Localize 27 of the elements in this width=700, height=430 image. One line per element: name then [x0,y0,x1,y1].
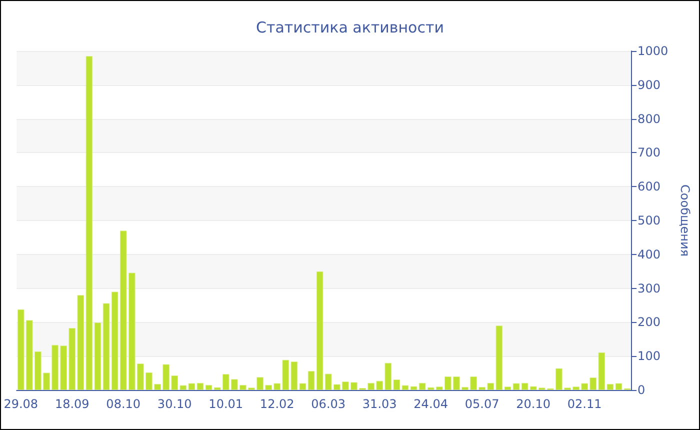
y-tick-label: 700 [638,146,660,160]
y-tick-label: 100 [638,349,660,364]
x-tick-label: 30.10 [157,397,192,411]
x-tick-label: 12.02 [260,397,294,411]
x-tick-label: 02.11 [567,397,602,411]
y-tick-label: 600 [638,180,660,194]
x-tick-label: 10.01 [208,397,244,411]
y-tick-label: 500 [638,214,660,228]
x-tick-label: 06.03 [311,397,346,411]
x-tick-label: 24.04 [414,397,448,411]
x-tick-label: 18.09 [54,397,90,411]
y-tick-label: 200 [638,315,660,330]
x-tick-label: 31.03 [362,397,397,411]
y-tick-label: 1000 [638,44,668,58]
y-tick-label: 900 [638,78,660,92]
y-tick-label: 300 [638,281,660,296]
x-tick-label: 05.07 [464,397,500,411]
bar [615,383,622,390]
y-axis-title: Сообщения [678,184,692,257]
x-tick-label: 29.08 [4,397,38,411]
y-tick-label: 400 [638,247,660,262]
bar [512,383,520,390]
chart-title: Статистика активности [256,18,444,36]
y-tick-label: 800 [638,112,660,126]
x-tick-label: 20.10 [516,397,551,411]
y-tick-label: 0 [638,383,646,397]
x-tick-label: 08.10 [106,397,141,411]
